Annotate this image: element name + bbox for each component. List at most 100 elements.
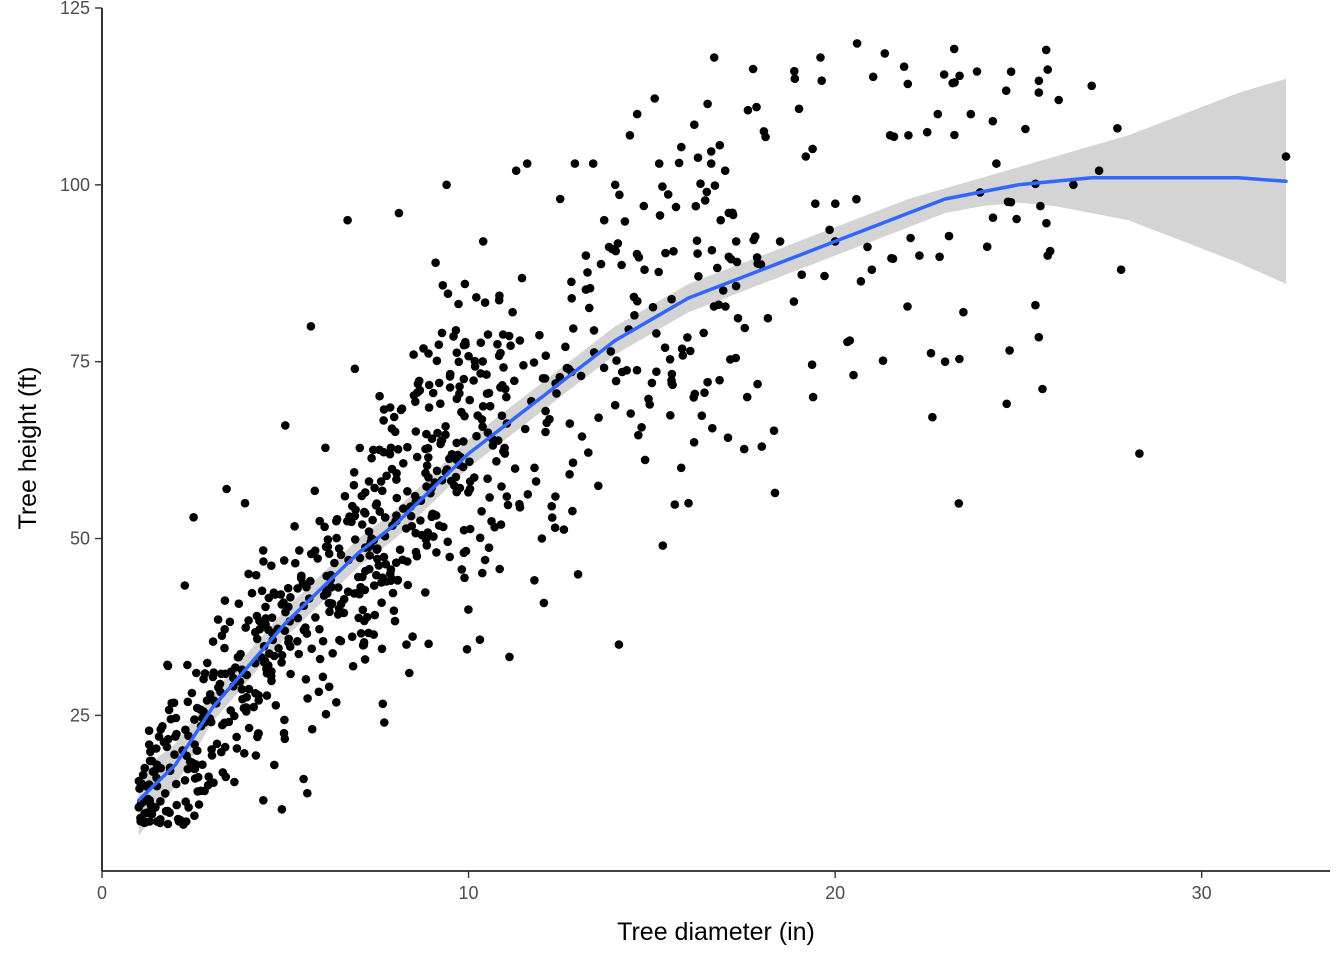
- data-point: [508, 307, 517, 317]
- y-axis-title: Tree height (ft): [14, 366, 42, 529]
- data-point: [599, 363, 609, 373]
- data-point: [715, 140, 725, 150]
- data-point: [668, 380, 677, 390]
- data-point: [307, 724, 317, 734]
- data-point: [242, 707, 251, 716]
- data-point: [666, 411, 675, 420]
- data-point: [375, 445, 384, 455]
- data-point: [206, 717, 216, 727]
- data-point: [944, 231, 954, 241]
- data-point: [428, 388, 438, 398]
- data-point: [207, 751, 217, 760]
- data-point: [713, 263, 722, 273]
- data-point: [424, 380, 434, 390]
- data-point: [497, 482, 506, 491]
- data-point: [445, 383, 455, 392]
- data-point: [478, 402, 488, 411]
- data-point: [353, 572, 363, 582]
- data-point: [321, 709, 331, 719]
- data-point: [421, 535, 431, 544]
- data-point: [686, 346, 695, 356]
- data-point: [493, 339, 502, 349]
- data-point: [182, 817, 191, 826]
- data-point: [183, 697, 193, 707]
- data-point: [492, 457, 501, 466]
- data-point: [739, 444, 749, 454]
- data-point: [261, 602, 270, 612]
- data-point: [407, 521, 417, 531]
- data-point: [324, 682, 334, 692]
- data-point: [301, 675, 311, 684]
- data-point: [904, 131, 913, 140]
- data-point: [412, 551, 422, 561]
- data-point: [424, 403, 434, 412]
- data-point: [488, 441, 498, 450]
- data-point: [416, 516, 425, 525]
- data-point: [1113, 124, 1122, 133]
- data-point: [693, 153, 703, 162]
- data-point: [669, 247, 678, 256]
- data-point: [174, 817, 184, 826]
- data-point: [820, 271, 829, 281]
- data-point: [242, 692, 251, 702]
- data-point: [394, 208, 404, 218]
- data-point: [306, 322, 316, 331]
- data-point: [244, 569, 253, 579]
- data-point: [166, 714, 176, 724]
- data-point: [370, 610, 380, 620]
- data-point: [817, 76, 826, 85]
- data-point: [252, 634, 262, 644]
- data-point: [204, 772, 213, 781]
- data-point: [389, 606, 399, 615]
- data-point: [752, 102, 761, 112]
- data-point: [461, 546, 471, 556]
- data-point: [1034, 332, 1044, 342]
- data-point: [731, 237, 741, 246]
- data-point: [684, 498, 693, 508]
- data-point: [212, 739, 222, 749]
- data-point: [315, 624, 324, 634]
- data-point: [935, 252, 944, 262]
- data-point: [382, 577, 391, 586]
- data-point: [172, 800, 181, 810]
- data-point: [576, 371, 586, 381]
- data-point: [302, 582, 311, 592]
- data-point: [438, 281, 448, 290]
- data-point: [517, 273, 527, 283]
- data-point: [269, 588, 279, 597]
- data-point: [915, 251, 924, 260]
- data-point: [190, 811, 199, 820]
- data-point: [709, 53, 719, 62]
- data-point: [436, 399, 445, 409]
- data-point: [1281, 152, 1291, 161]
- data-point: [455, 389, 464, 398]
- data-point: [164, 705, 174, 715]
- data-point: [632, 109, 642, 119]
- data-point: [369, 630, 379, 639]
- data-point: [388, 588, 398, 598]
- data-point: [445, 372, 455, 381]
- data-point: [279, 728, 289, 738]
- data-point: [640, 455, 650, 465]
- data-point: [478, 568, 487, 578]
- data-point: [500, 449, 510, 458]
- data-point: [510, 376, 519, 386]
- data-point: [478, 422, 487, 432]
- data-point: [209, 778, 218, 787]
- data-point: [373, 554, 382, 564]
- data-point: [723, 433, 733, 443]
- data-point: [259, 796, 268, 805]
- data-point: [613, 239, 623, 248]
- data-point: [192, 746, 202, 755]
- data-point: [160, 789, 170, 798]
- data-point: [583, 268, 592, 277]
- data-point: [724, 252, 734, 262]
- data-point: [310, 546, 320, 555]
- data-point: [281, 421, 290, 430]
- data-point: [845, 336, 855, 345]
- data-point: [940, 357, 950, 367]
- data-point: [144, 740, 154, 749]
- data-point: [318, 636, 328, 646]
- data-point: [630, 311, 639, 320]
